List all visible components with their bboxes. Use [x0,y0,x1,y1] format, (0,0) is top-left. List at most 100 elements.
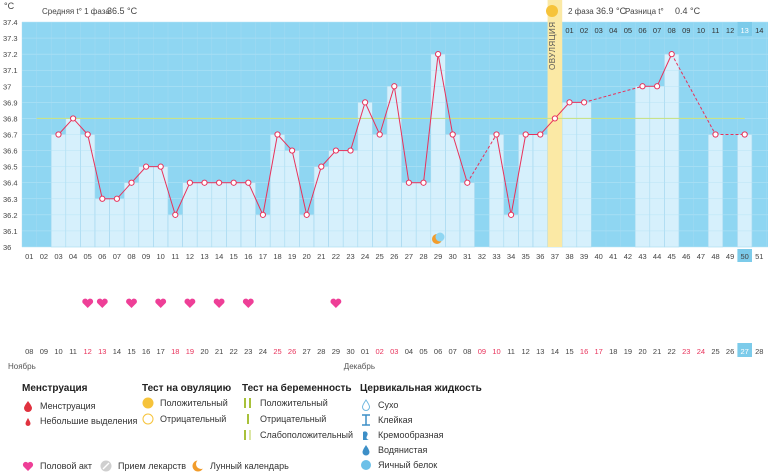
calendar-date: 14 [551,347,559,356]
y-tick-label: 36.9 [3,98,18,107]
calendar-date: 08 [463,347,471,356]
temperature-bar [109,198,125,248]
temperature-point [712,131,719,138]
x-tick-label: 09 [142,252,150,261]
calendar-date: 26 [288,347,296,356]
temperature-line [554,102,570,119]
legend: Менструация Менструация Небольшие выделе… [0,372,770,472]
x-tick-label: 37 [551,252,559,261]
temperature-point [464,179,471,186]
calendar-date: 29 [332,347,340,356]
calendar-date: 23 [244,347,252,356]
temperature-point [230,179,237,186]
temperature-line [437,54,454,135]
y-tick-label: 36.6 [3,147,18,156]
legend-preg-positive: Положительный [242,397,328,409]
temperature-line-dashed [583,85,643,103]
post-ovulation-day-label: 04 [609,26,617,35]
temperature-bar [269,134,286,248]
x-tick-label: 02 [40,252,48,261]
temperature-bar [50,134,67,248]
pill-icon [100,460,112,472]
legend-intercourse: Половой акт [22,460,92,472]
temperature-line [58,118,74,135]
legend-lunar: Лунный календарь [192,459,289,472]
x-tick-label: 01 [25,252,33,261]
legend-preg-weak-label: Слабоположительный [260,430,354,440]
x-tick-label: 48 [711,252,719,261]
temperature-point [216,179,223,186]
post-ovulation-day-label: 08 [668,26,676,35]
header-band [22,0,768,22]
y-tick-label: 37.3 [3,34,18,43]
x-tick-label: 22 [332,252,340,261]
calendar-date: 24 [259,347,267,356]
month-label: Ноябрь [8,362,36,371]
calendar-date: 14 [113,347,121,356]
temperature-point [70,115,77,122]
calendar-date: 06 [434,347,442,356]
temperature-bar [94,198,110,248]
legend-cerv-creamy-label: Кремообразная [378,430,444,440]
temperature-point [201,179,208,186]
temperature-point [551,115,559,122]
temperature-line [496,134,512,215]
x-tick-label: 07 [113,252,121,261]
temperature-line [393,86,410,183]
heart-mark [96,298,108,308]
watery-drop-icon [360,444,372,456]
temperature-point [128,179,135,186]
temperature-line [510,134,527,215]
legend-cerv-sticky: Клейкая [360,414,413,426]
legend-spotting-label: Небольшие выделения [40,416,138,426]
temperature-line [423,54,439,183]
x-tick-label: 35 [522,252,530,261]
heart-mark [330,298,342,308]
legend-ovu-negative: Отрицательный [142,413,226,425]
post-ovulation-day-label: 13 [741,26,749,35]
x-tick-label: 49 [726,252,734,261]
calendar-date: 28 [317,347,325,356]
y-tick-label: 36.2 [3,211,18,220]
calendar-date: 16 [580,347,588,356]
calendar-date: 17 [595,347,603,356]
temperature-point [639,83,646,90]
legend-menstruation-label: Менструация [40,401,96,411]
temperature-point [449,131,456,138]
calendar-date: 27 [741,347,749,356]
temperature-bar [561,102,578,248]
x-tick-label: 29 [434,252,442,261]
x-tick-label: 45 [668,252,676,261]
calendar-date: 18 [171,347,179,356]
two-lines-icon [242,397,254,409]
legend-preg-negative-label: Отрицательный [260,414,327,424]
x-tick-label: 42 [624,252,632,261]
legend-cerv-dry: Сухо [360,399,398,411]
legend-cerv-dry-label: Сухо [378,400,399,410]
calendar-date: 17 [157,347,165,356]
legend-preg-weak: Слабоположительный [242,429,353,441]
calendar-date: 07 [449,347,457,356]
y-tick-label: 37.1 [3,66,18,75]
heart-mark [126,298,137,308]
calendar-date: 11 [69,347,77,356]
temperature-point [376,131,383,138]
x-tick-label: 39 [580,252,588,261]
temperature-bar [707,134,724,248]
calendar-date: 05 [419,347,427,356]
legend-cerv-creamy: Кремообразная [360,429,444,441]
x-tick-label: 23 [346,252,354,261]
heart-mark [184,298,196,308]
sun-icon [546,5,558,17]
temperature-point [157,163,164,170]
x-tick-label: 14 [215,252,223,261]
temperature-point [186,179,193,186]
x-tick-label: 06 [98,252,106,261]
legend-ovu-positive: Положительный [142,397,228,409]
post-ovulation-day-label: 03 [595,26,603,35]
temperature-bar [532,134,548,248]
x-tick-label: 50 [741,252,749,261]
one-line-icon [242,413,254,425]
temperature-line [174,182,191,216]
temperature-point [245,179,252,186]
